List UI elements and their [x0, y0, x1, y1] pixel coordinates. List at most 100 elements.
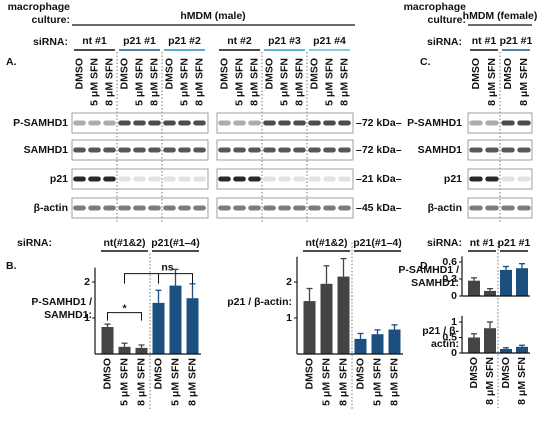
- y-tick-label: 2: [286, 276, 292, 288]
- bar: [516, 346, 528, 353]
- group-label: nt #2: [227, 35, 252, 47]
- lane-label: DMSO: [73, 58, 85, 90]
- bar: [152, 302, 165, 354]
- blot-band: [233, 205, 246, 211]
- group-label: p21 #1: [500, 35, 533, 47]
- blot-band: [278, 176, 291, 182]
- blot-frame: [71, 197, 209, 219]
- blot-band: [178, 147, 191, 153]
- blot-band: [218, 120, 231, 126]
- blot-band: [501, 205, 515, 211]
- bar: [484, 328, 496, 353]
- blot-band: [118, 205, 131, 211]
- bar: [354, 338, 367, 354]
- x-tick-label: 8 μM SFN: [516, 357, 528, 405]
- lane-label: 8 μM SFN: [103, 58, 115, 106]
- panel-letter: D.: [420, 260, 431, 272]
- group-label: nt #1: [82, 35, 107, 47]
- group-label: p21 #1: [123, 35, 156, 47]
- blot-band: [148, 147, 161, 153]
- lane-label: DMSO: [218, 58, 230, 90]
- group-label: nt(#1&2): [305, 237, 347, 249]
- blot-band: [308, 205, 321, 211]
- blot-band: [293, 120, 306, 126]
- blot-band: [103, 205, 116, 211]
- lane-label: DMSO: [263, 58, 275, 90]
- x-tick-label: 5 μM SFN: [169, 358, 181, 406]
- group-label: nt(#1&2): [103, 237, 145, 249]
- bar: [135, 347, 148, 354]
- blot-band: [163, 147, 176, 153]
- significance-bracket: [124, 273, 193, 284]
- blot-frame: [467, 139, 533, 161]
- blot-band: [133, 120, 146, 126]
- group-label: p21(#1–4): [151, 237, 199, 249]
- blot-band: [118, 176, 131, 182]
- group-label: p21 #3: [268, 35, 301, 47]
- blot-band: [88, 147, 101, 153]
- blot-band: [103, 176, 116, 182]
- row-label: SAMHD1: [24, 144, 68, 156]
- blot-band: [278, 147, 291, 153]
- y-axis-label: P-SAMHD1 / SAMHD1:: [31, 296, 92, 321]
- blot-band: [178, 205, 191, 211]
- row-label: p21: [50, 173, 68, 185]
- blot-frame: [467, 112, 533, 134]
- bar: [388, 329, 401, 354]
- y-tick-label: 0: [451, 347, 457, 359]
- blot-band: [501, 120, 515, 126]
- blot-band: [469, 120, 483, 126]
- blot-band: [263, 205, 276, 211]
- lane-label: 8 μM SFN: [293, 58, 305, 106]
- cohort-label: hMDM (female): [463, 10, 538, 22]
- blot-band: [148, 205, 161, 211]
- blot-frame: [216, 112, 354, 134]
- blot-band: [148, 176, 161, 182]
- blot-band: [248, 205, 261, 211]
- lane-label: 5 μM SFN: [178, 58, 190, 106]
- bar: [101, 327, 114, 354]
- blot-band: [517, 205, 531, 211]
- cohort-label: hMDM (male): [180, 10, 245, 22]
- blot-band: [148, 120, 161, 126]
- x-tick-label: 5 μM SFN: [371, 358, 383, 406]
- blot-band: [485, 205, 499, 211]
- blot-band: [178, 120, 191, 126]
- blot-band: [308, 120, 321, 126]
- y-tick-label: 0.3: [442, 273, 457, 285]
- blot-band: [323, 120, 336, 126]
- row-label: P-SAMHD1: [407, 117, 462, 129]
- lane-label: 8 μM SFN: [486, 58, 498, 106]
- x-tick-label: DMSO: [152, 358, 164, 390]
- lane-label: 8 μM SFN: [193, 58, 205, 106]
- bar: [371, 334, 384, 354]
- sirna-label: siRNA:: [427, 237, 462, 249]
- lane-label: 8 μM SFN: [148, 58, 160, 106]
- y-tick-label: 1: [451, 316, 457, 328]
- blot-frame: [71, 168, 209, 190]
- blot-band: [501, 147, 515, 153]
- y-tick-label: 1: [286, 312, 292, 324]
- blot-band: [308, 147, 321, 153]
- blot-band: [233, 176, 246, 182]
- blot-band: [517, 176, 531, 182]
- lane-label: 8 μM SFN: [338, 58, 350, 106]
- lane-label: 5 μM SFN: [233, 58, 245, 106]
- blot-band: [293, 176, 306, 182]
- blot-band: [73, 176, 86, 182]
- blot-band: [218, 176, 231, 182]
- blot-band: [178, 176, 191, 182]
- blot-band: [323, 147, 336, 153]
- blot-frame: [216, 168, 354, 190]
- blot-band: [163, 205, 176, 211]
- group-label: p21 #4: [313, 35, 346, 47]
- row-label: P-SAMHD1: [13, 117, 68, 129]
- lane-label: DMSO: [118, 58, 130, 90]
- blot-band: [469, 205, 483, 211]
- blot-band: [517, 120, 531, 126]
- blot-band: [338, 147, 351, 153]
- bar: [468, 337, 480, 353]
- blot-band: [278, 120, 291, 126]
- blot-band: [338, 205, 351, 211]
- bar: [516, 268, 528, 296]
